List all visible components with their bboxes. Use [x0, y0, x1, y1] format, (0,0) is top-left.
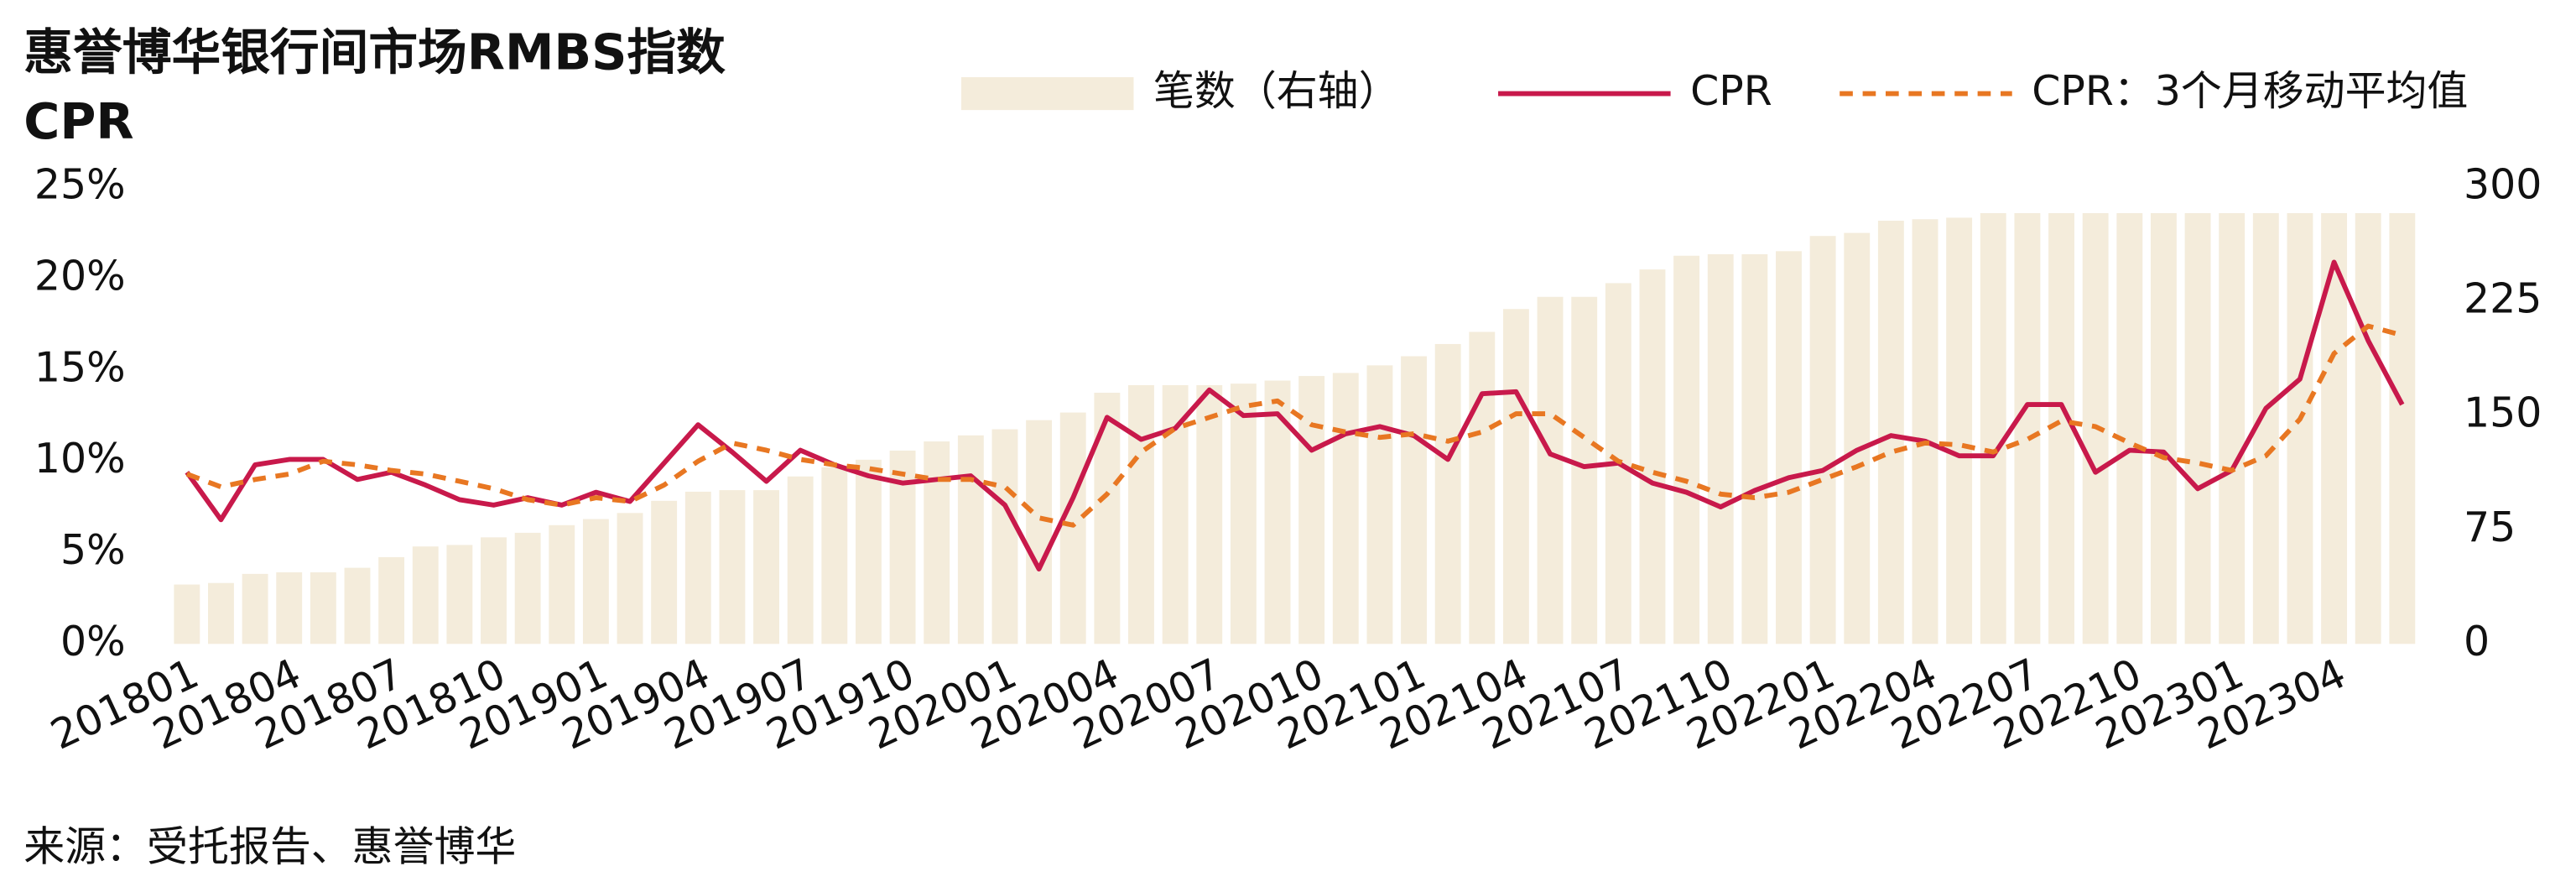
y-tick-label: 5% [60, 526, 126, 574]
bar [1094, 393, 1121, 644]
bar [549, 524, 575, 644]
bar [1980, 212, 2006, 644]
bar [582, 519, 609, 644]
y-tick-label: 10% [34, 435, 126, 483]
bar [1673, 255, 1700, 644]
bar [446, 545, 473, 644]
source: 来源：受托报告、惠誉博华 [23, 822, 516, 870]
bar [1707, 253, 1734, 644]
bar [651, 500, 678, 644]
y-tick-label: 0% [60, 618, 126, 665]
y-tick-label: 20% [34, 252, 126, 300]
bar [957, 435, 984, 644]
bar [514, 532, 541, 644]
bar [1776, 251, 1802, 644]
y2-tick-label: 75 [2464, 504, 2516, 551]
bar [1946, 217, 1973, 644]
bar [1502, 309, 1529, 644]
bar [2389, 212, 2416, 644]
legend-label: CPR [1690, 67, 1772, 115]
bar [991, 429, 1018, 644]
legend-label: CPR：3个月移动平均值 [2032, 67, 2468, 115]
y-tick-label: 25% [34, 161, 126, 209]
bar [2048, 212, 2074, 644]
bar [481, 537, 507, 644]
bar [684, 491, 711, 644]
bar [310, 572, 336, 644]
bar [2219, 212, 2246, 644]
bar [242, 573, 268, 644]
bar [412, 546, 439, 644]
bar [1230, 383, 1257, 644]
line [185, 323, 2403, 528]
legend-label: 笔数（右轴） [1153, 67, 1400, 115]
bar [1469, 331, 1496, 644]
bar [1026, 420, 1053, 644]
bar [617, 513, 643, 644]
bar [378, 556, 405, 644]
bar [719, 490, 746, 644]
bar [344, 567, 371, 644]
y2-tick-label: 0 [2464, 618, 2490, 665]
y2-tick-label: 150 [2464, 389, 2542, 437]
bar [1877, 221, 1904, 644]
bar [821, 467, 848, 644]
bar [787, 476, 814, 644]
bar [1434, 343, 1461, 644]
bar [208, 582, 234, 644]
bar [1128, 384, 1154, 644]
chart-title: 惠誉博华银行间市场RMBS指数 [23, 23, 726, 81]
bar [1639, 269, 1666, 644]
bar [174, 584, 200, 644]
y2-tick-label: 300 [2464, 161, 2542, 209]
bar [2014, 212, 2041, 644]
y2-tick-label: 225 [2464, 275, 2542, 323]
bar [2287, 212, 2313, 644]
bar [856, 459, 882, 644]
bar [1401, 356, 1427, 644]
bar [2116, 212, 2143, 644]
bar [2184, 212, 2211, 644]
bar [1298, 376, 1325, 644]
bar [2150, 212, 2177, 644]
bar [753, 490, 779, 644]
chart-subtitle: CPR [23, 92, 133, 150]
bar [1844, 232, 1871, 644]
bar [1809, 236, 1836, 644]
bar [1059, 412, 1086, 644]
bar [924, 441, 950, 644]
y-tick-label: 15% [34, 343, 126, 391]
bar [1571, 296, 1598, 644]
bar [1196, 384, 1223, 644]
legend-swatch [960, 76, 1134, 111]
bar [1537, 296, 1564, 644]
bar [1741, 253, 1768, 644]
bar [1366, 365, 1393, 644]
bar [1332, 373, 1359, 644]
bar [276, 572, 303, 644]
bar [1912, 219, 1939, 644]
bar [2355, 212, 2381, 644]
